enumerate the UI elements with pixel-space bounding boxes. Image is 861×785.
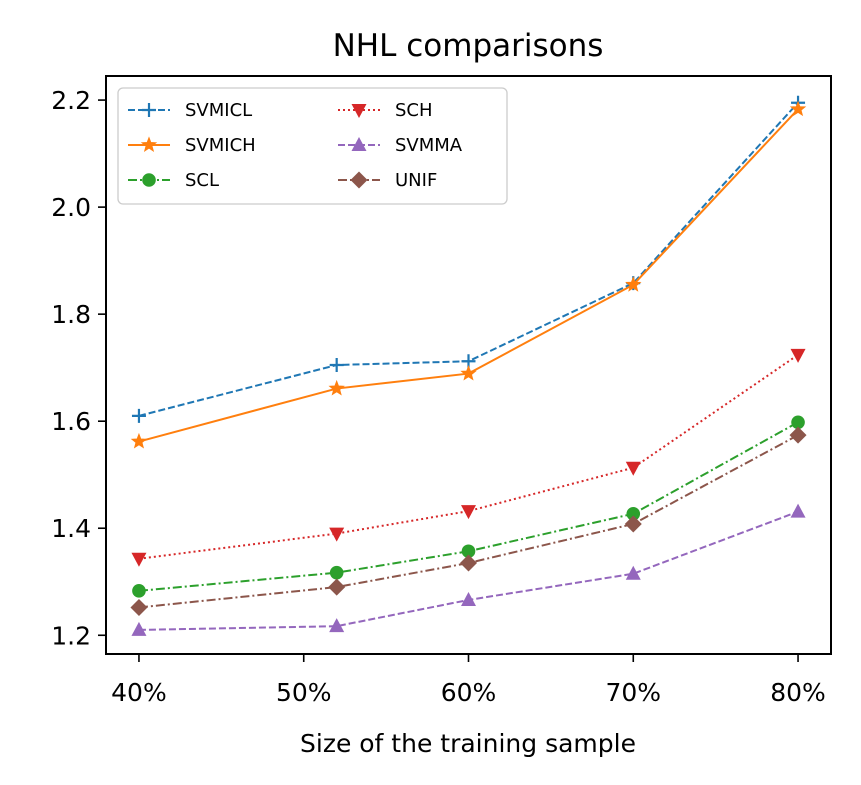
data-point-scl-2 (461, 544, 476, 559)
legend-item-scl: SCL (128, 170, 219, 191)
data-point-unif-4 (789, 426, 807, 444)
legend-marker (351, 104, 367, 118)
plot-area (130, 95, 807, 636)
legend-label: SVMICL (185, 100, 252, 121)
y-tick-label: 1.2 (51, 621, 91, 650)
legend-marker (142, 173, 156, 187)
data-point-svmich-2 (460, 364, 477, 381)
y-tick-label: 1.8 (51, 300, 91, 329)
data-point-svmma-1 (329, 618, 345, 633)
legend-marker (140, 136, 158, 152)
legend-marker (351, 137, 367, 151)
data-point-svmich-1 (328, 379, 345, 396)
data-point-svmicl-0 (131, 408, 146, 423)
x-axis-title: Size of the training sample (300, 729, 636, 758)
x-tick-label: 50% (276, 678, 332, 707)
legend-item-svmich: SVMICH (128, 135, 256, 156)
series-svmma (131, 503, 806, 636)
legend-marker (142, 103, 156, 117)
series-line-unif (138, 434, 799, 609)
data-point-svmich-0 (130, 432, 148, 449)
data-point-svmma-2 (461, 591, 476, 606)
series-sch (131, 348, 806, 567)
data-point-unif-1 (328, 578, 346, 596)
data-point-sch-4 (790, 348, 806, 363)
x-tick-label: 70% (605, 678, 661, 707)
data-point-sch-3 (625, 461, 641, 476)
series-unif (130, 426, 807, 616)
y-tick-label: 2.2 (51, 86, 91, 115)
legend-marker (350, 171, 368, 189)
legend-label: SCH (395, 100, 433, 121)
chart-title: NHL comparisons (333, 28, 604, 64)
series-line-scl (138, 421, 799, 592)
data-point-scl-1 (329, 565, 344, 580)
x-tick-label: 40% (111, 678, 167, 707)
x-axis: 40% 50% 60% 70% 80% (111, 654, 826, 707)
data-point-sch-2 (461, 505, 476, 520)
y-tick-label: 2.0 (51, 193, 91, 222)
series-line-sch (138, 354, 799, 560)
series-scl (132, 415, 805, 598)
legend-label: SVMICH (185, 135, 256, 156)
y-axis: 1.2 1.4 1.6 1.8 2.0 2.2 (51, 86, 106, 650)
data-point-unif-3 (624, 515, 642, 533)
data-point-scl-4 (791, 415, 805, 430)
y-tick-label: 1.4 (51, 514, 91, 543)
data-point-svmma-4 (790, 503, 806, 518)
legend-item-sch: SCH (338, 100, 433, 121)
data-point-scl-0 (132, 584, 146, 598)
legend-item-svmicl: SVMICL (128, 100, 252, 121)
data-point-svmma-0 (131, 621, 147, 636)
data-point-svmich-4 (789, 100, 807, 117)
legend-label: SVMMA (395, 135, 463, 156)
legend-item-unif: UNIF (338, 170, 437, 191)
legend-box (117, 87, 508, 205)
legend-label: UNIF (395, 170, 437, 191)
x-tick-label: 80% (770, 678, 826, 707)
data-point-unif-2 (460, 554, 477, 572)
data-point-unif-0 (130, 598, 148, 616)
y-tick-label: 1.6 (51, 407, 91, 436)
legend-item-svmma: SVMMA (338, 135, 463, 156)
data-point-sch-1 (329, 527, 345, 542)
x-tick-label: 60% (441, 678, 497, 707)
data-point-svmicl-1 (329, 358, 344, 372)
data-point-svmich-3 (625, 276, 642, 292)
legend: SVMICL SVMICH SCL SCH SVMMA UNIF (117, 87, 508, 205)
data-point-sch-0 (131, 552, 147, 567)
data-point-scl-3 (626, 506, 641, 521)
data-point-svmma-3 (625, 565, 641, 580)
series-svmich (130, 100, 807, 449)
legend-label: SCL (185, 170, 219, 191)
